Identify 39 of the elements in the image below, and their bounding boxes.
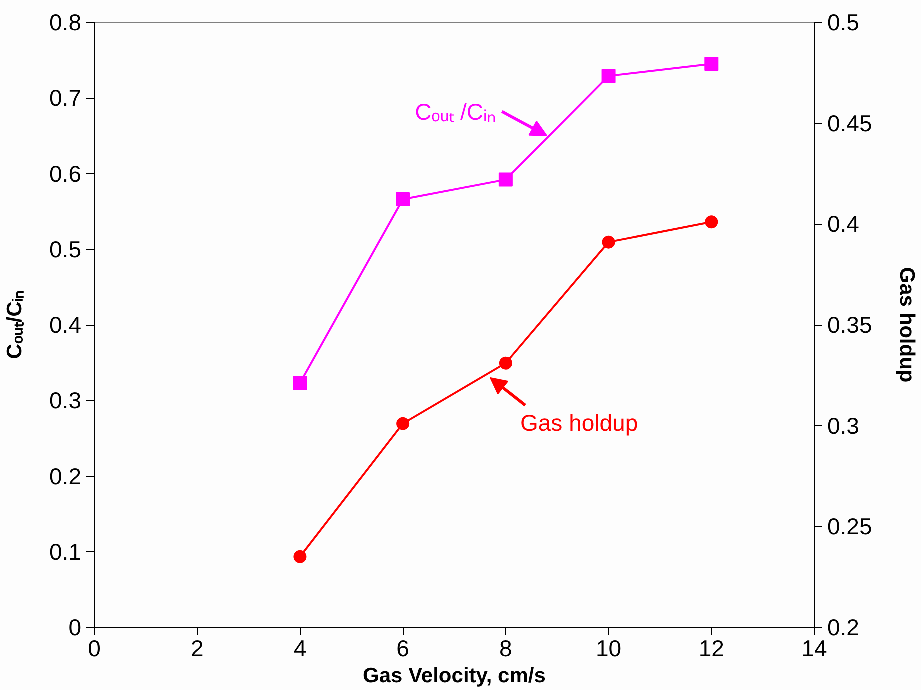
y2-tick-label: 0.35 bbox=[828, 312, 872, 338]
point bbox=[705, 216, 718, 229]
x-tick-label: 2 bbox=[190, 636, 204, 662]
x-tick-label: 6 bbox=[396, 636, 410, 662]
y2-tick-label: 0.3 bbox=[828, 412, 860, 439]
y2-tick-label: 0.5 bbox=[828, 10, 860, 36]
x-tick-label: 8 bbox=[500, 636, 512, 662]
point bbox=[704, 57, 719, 72]
y2-tick-label: 0.25 bbox=[828, 514, 872, 540]
x-tick-label: 4 bbox=[294, 636, 307, 662]
y-tick-label: 0.3 bbox=[50, 388, 82, 414]
x-tick-label: 10 bbox=[596, 636, 622, 662]
y2-axis-title: Gas holdup bbox=[895, 267, 918, 383]
point bbox=[293, 376, 308, 390]
point bbox=[396, 192, 410, 206]
y2-tick-label: 0.45 bbox=[828, 110, 872, 136]
x-tick-label: 14 bbox=[802, 636, 828, 662]
point bbox=[396, 417, 410, 430]
y-axis-title: Cₒᵤₜ/Cᵢₙ bbox=[4, 290, 27, 360]
x-tick-label: 12 bbox=[698, 636, 724, 662]
y2-tick-label: 0.4 bbox=[828, 211, 860, 238]
x-axis-title: Gas Velocity, cm/s bbox=[363, 664, 546, 688]
y-tick-label: 0.7 bbox=[50, 85, 82, 112]
y-tick-label: 0.4 bbox=[50, 312, 82, 338]
y-tick-label: 0.8 bbox=[50, 10, 82, 36]
y-tick-label: 0.5 bbox=[50, 236, 82, 262]
y-tick-label: 0.1 bbox=[50, 538, 82, 565]
point bbox=[602, 69, 616, 84]
y-tick-label: 0 bbox=[68, 614, 82, 640]
y-tick-label: 0.6 bbox=[50, 160, 82, 187]
point bbox=[602, 236, 616, 249]
y-tick-label: 0.2 bbox=[50, 463, 82, 490]
annotation: Gas holdup bbox=[520, 410, 638, 436]
point bbox=[499, 356, 512, 370]
point bbox=[498, 172, 513, 187]
annotation: Cₒᵤₜ /Cᵢₙ bbox=[415, 98, 496, 125]
y2-tick-label: 0.2 bbox=[828, 614, 860, 640]
point bbox=[294, 550, 307, 564]
x-tick-label: 0 bbox=[88, 636, 101, 662]
